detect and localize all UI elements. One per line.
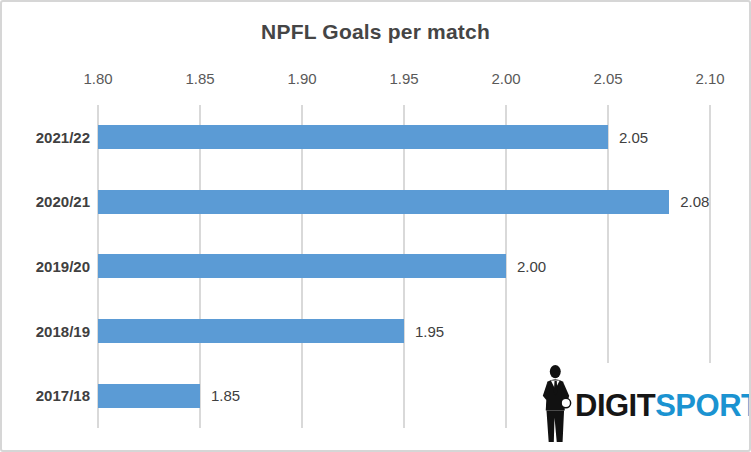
- x-tick-label: 1.90: [287, 70, 316, 87]
- category-label: 2021/22: [2, 105, 90, 170]
- bar-value-label: 2.08: [680, 193, 709, 210]
- digitsport-man-icon: [538, 365, 574, 447]
- category-label: 2020/21: [2, 170, 90, 235]
- bar-row: 2.05: [98, 105, 710, 170]
- bar-row: 2.00: [98, 234, 710, 299]
- bar: [98, 190, 669, 214]
- x-tick-label: 2.10: [695, 70, 724, 87]
- bar-value-label: 1.95: [415, 323, 444, 340]
- bar: [98, 254, 506, 278]
- x-tick-label: 2.05: [593, 70, 622, 87]
- x-tick-label: 1.85: [185, 70, 214, 87]
- x-tick-label: 2.00: [491, 70, 520, 87]
- x-axis: 1.801.851.901.952.002.052.10: [98, 70, 710, 92]
- x-tick-label: 1.80: [83, 70, 112, 87]
- category-axis: 2021/222020/212019/202018/192017/18: [2, 105, 90, 428]
- digitsport-logo: DIGITSPORT: [536, 363, 748, 449]
- logo-text-sport: SPORT: [655, 388, 751, 423]
- bar-chart: NPFL Goals per match 1.80 1.85 1.90 1.95 2.0…: [0, 0, 751, 452]
- category-label: 2019/20: [2, 234, 90, 299]
- logo-text: DIGITSPORT: [575, 388, 751, 424]
- x-tick-label: 1.95: [389, 70, 418, 87]
- bar: [98, 319, 404, 343]
- bar-value-label: 2.05: [619, 129, 648, 146]
- bar-value-label: 2.00: [517, 258, 546, 275]
- logo-text-digit: DIGIT: [575, 388, 655, 423]
- bar: [98, 125, 608, 149]
- bar-row: 1.95: [98, 299, 710, 364]
- category-label: 2017/18: [2, 363, 90, 428]
- bar-value-label: 1.85: [211, 387, 240, 404]
- bar: [98, 384, 200, 408]
- category-label: 2018/19: [2, 299, 90, 364]
- chart-title: NPFL Goals per match: [2, 20, 749, 44]
- bar-row: 2.08: [98, 170, 710, 235]
